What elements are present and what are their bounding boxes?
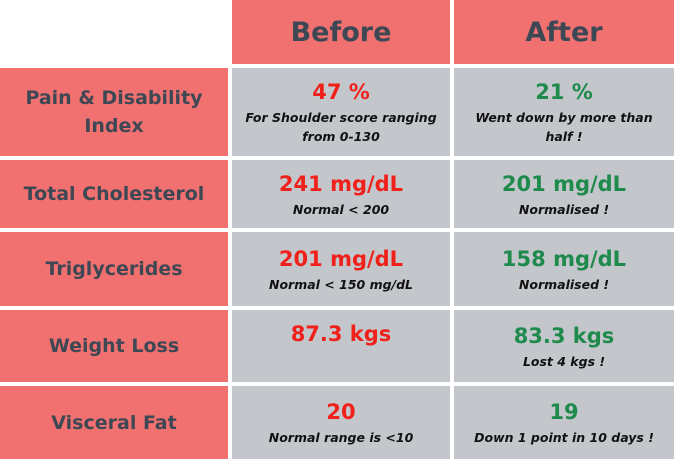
row-label-text: Pain & Disability Index [25,87,203,137]
before-value: 20 [326,400,356,424]
before-note: For Shoulder score ranging from 0-130 [245,110,437,144]
after-value: 21 % [535,80,593,104]
after-cell-visceral-fat: 19 Down 1 point in 10 days ! [454,386,674,459]
column-header-after: After [454,0,674,64]
column-header-after-label: After [525,16,603,48]
after-cell-triglycerides: 158 mg/dL Normalised ! [454,232,674,306]
before-value: 87.3 kgs [290,322,392,346]
column-header-before-label: Before [290,16,392,48]
before-value: 47 % [312,80,370,104]
row-label-visceral-fat: Visceral Fat [0,386,228,459]
after-note: Lost 4 kgs ! [522,353,606,369]
before-cell-total-cholesterol: 241 mg/dL Normal < 200 [232,160,450,228]
before-cell-pain-disability: 47 % For Shoulder score ranging from 0-1… [232,68,450,156]
before-value: 201 mg/dL [278,246,404,271]
after-note: Went down by more than half ! [475,110,653,144]
row-label-total-cholesterol: Total Cholesterol [0,160,228,228]
after-cell-pain-disability: 21 % Went down by more than half ! [454,68,674,156]
row-label-text: Total Cholesterol [23,183,205,205]
before-cell-visceral-fat: 20 Normal range is <10 [232,386,450,459]
before-cell-triglycerides: 201 mg/dL Normal < 150 mg/dL [232,232,450,306]
after-cell-total-cholesterol: 201 mg/dL Normalised ! [454,160,674,228]
after-value: 201 mg/dL [501,171,627,196]
row-label-text: Visceral Fat [51,411,177,434]
after-note: Normalised ! [518,201,610,217]
after-value: 19 [549,400,579,424]
row-label-text: Triglycerides [45,258,183,280]
before-cell-weight-loss: 87.3 kgs [232,310,450,382]
before-note: Normal < 150 mg/dL [268,276,414,292]
row-label-text: Weight Loss [48,335,180,357]
after-cell-weight-loss: 83.3 kgs Lost 4 kgs ! [454,310,674,382]
after-value: 83.3 kgs [513,323,615,348]
row-label-weight-loss: Weight Loss [0,310,228,382]
column-header-before: Before [232,0,450,64]
row-label-pain-disability: Pain & Disability Index [0,68,228,156]
before-note: Normal range is <10 [268,430,414,445]
before-note: Normal < 200 [292,201,390,217]
table-corner [0,0,228,64]
after-note: Down 1 point in 10 days ! [474,430,654,445]
before-value: 241 mg/dL [278,171,404,196]
after-value: 158 mg/dL [501,246,627,271]
row-label-triglycerides: Triglycerides [0,232,228,306]
after-note: Normalised ! [518,276,610,292]
